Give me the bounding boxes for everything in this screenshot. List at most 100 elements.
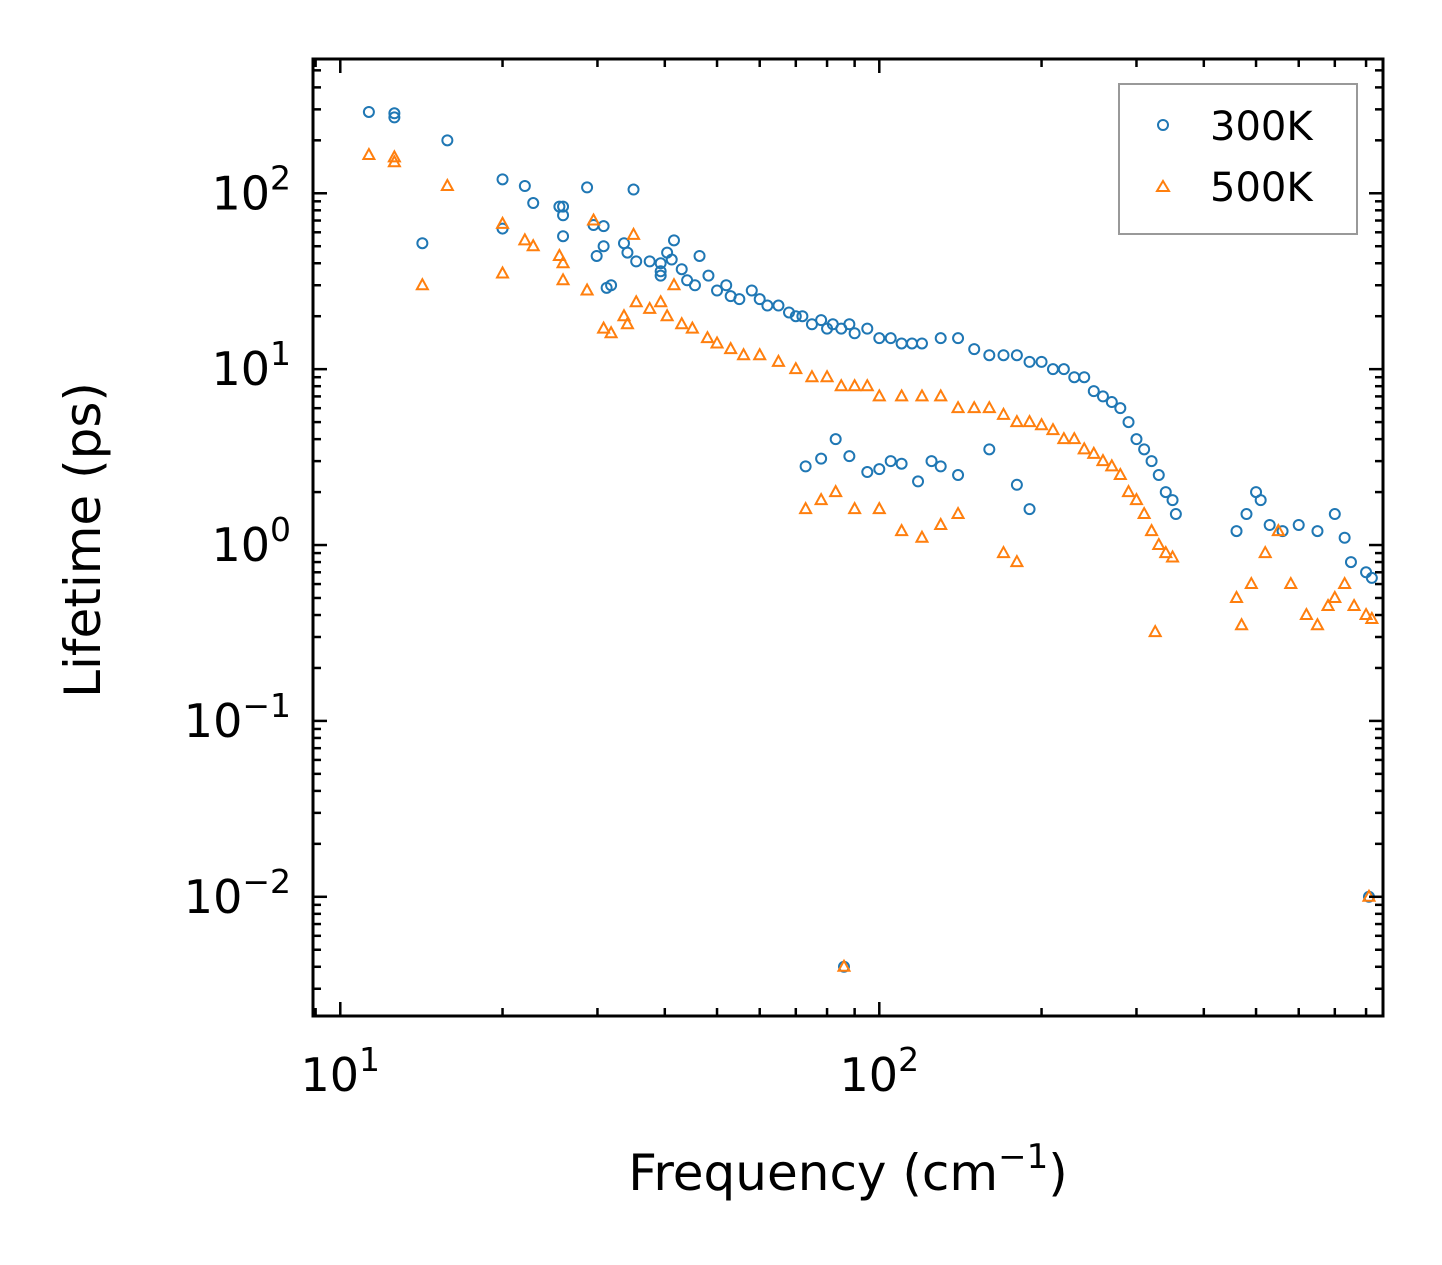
data-point: [982, 400, 997, 414]
data-point: [873, 463, 886, 476]
data-point: [362, 105, 375, 118]
data-point: [1258, 545, 1273, 559]
legend: 300K 500K: [1118, 83, 1358, 235]
data-point: [688, 279, 701, 292]
series-500K: [361, 146, 1380, 972]
data-point: [1009, 554, 1025, 568]
data-point: [1095, 453, 1111, 467]
data-point: [1148, 623, 1163, 638]
data-point: [557, 200, 570, 213]
data-point: [1022, 414, 1037, 428]
data-point: [1151, 536, 1166, 551]
data-point: [579, 282, 595, 296]
data-point: [1105, 396, 1118, 409]
data-point: [711, 284, 724, 297]
data-point: [884, 332, 897, 345]
data-point: [416, 237, 429, 250]
data-point: [603, 325, 619, 339]
data-point: [968, 343, 981, 356]
data-point: [654, 269, 667, 282]
data-point: [440, 177, 455, 191]
data-point: [518, 179, 531, 192]
data-point: [659, 308, 675, 322]
data-point: [665, 253, 678, 266]
data-point: [1067, 431, 1082, 445]
data-point: [643, 255, 656, 268]
data-point: [552, 247, 567, 261]
data-point: [1166, 494, 1179, 507]
legend-label-500k: 500K: [1210, 165, 1314, 211]
data-point: [843, 318, 856, 331]
data-point: [630, 255, 643, 268]
data-point: [997, 349, 1010, 362]
data-point: [1244, 575, 1259, 590]
data-point: [1240, 508, 1253, 521]
data-point: [952, 332, 965, 345]
data-point: [894, 523, 909, 537]
data-point: [1346, 597, 1362, 612]
data-point: [557, 209, 570, 222]
legend-box: [1118, 83, 1358, 235]
data-point: [950, 505, 966, 520]
data-point: [836, 958, 852, 972]
data-point: [895, 457, 908, 470]
data-point: [815, 314, 828, 327]
data-point: [983, 349, 996, 362]
data-point: [1010, 478, 1023, 491]
data-point: [1121, 484, 1136, 498]
y-tick-label: 10−1: [184, 686, 291, 748]
data-point: [702, 269, 715, 282]
data-point: [813, 492, 829, 506]
data-point: [495, 265, 510, 279]
data-point: [1113, 466, 1128, 481]
x-axis-title-end: ): [1048, 1144, 1068, 1202]
data-point: [1254, 494, 1267, 507]
data-point: [1045, 422, 1061, 436]
data-point: [723, 341, 738, 355]
data-point: [667, 234, 680, 247]
data-point: [629, 294, 644, 308]
data-point: [934, 460, 947, 473]
data-point: [894, 388, 909, 402]
data-point: [861, 466, 874, 479]
y-tick-label: 10−2: [184, 862, 291, 924]
data-point: [517, 232, 533, 246]
data-point: [675, 263, 688, 276]
data-point: [597, 240, 610, 253]
data-point: [761, 299, 774, 312]
data-point: [581, 181, 594, 194]
data-point: [847, 501, 862, 515]
data-point: [872, 388, 887, 402]
data-point: [674, 316, 689, 330]
data-point: [847, 378, 862, 392]
data-point: [860, 378, 875, 392]
data-point: [1271, 523, 1286, 537]
data-point: [1138, 443, 1151, 456]
data-point: [783, 306, 796, 319]
data-point: [1077, 441, 1092, 455]
points-layer: [361, 105, 1380, 973]
data-point: [1364, 610, 1380, 624]
legend-label-300k: 300K: [1210, 104, 1314, 150]
data-point: [789, 310, 802, 323]
data-point: [796, 310, 809, 323]
data-point: [843, 450, 856, 463]
data-point: [1068, 371, 1081, 384]
data-point: [952, 469, 965, 482]
data-point: [361, 146, 377, 161]
data-point: [1327, 589, 1343, 603]
legend-marker-300k: [1157, 119, 1169, 131]
data-point: [895, 337, 908, 350]
data-point: [586, 212, 601, 226]
data-point: [1046, 363, 1059, 376]
data-point: [1057, 363, 1070, 376]
data-point: [906, 337, 919, 350]
y-tick-label: 100: [211, 510, 291, 572]
data-point: [745, 284, 758, 297]
data-point: [557, 230, 570, 243]
data-point: [1158, 545, 1173, 559]
data-point: [605, 279, 618, 292]
x-axis-title: Frequency (cm−1): [628, 1137, 1068, 1202]
data-point: [387, 149, 402, 163]
data-point: [752, 347, 767, 361]
